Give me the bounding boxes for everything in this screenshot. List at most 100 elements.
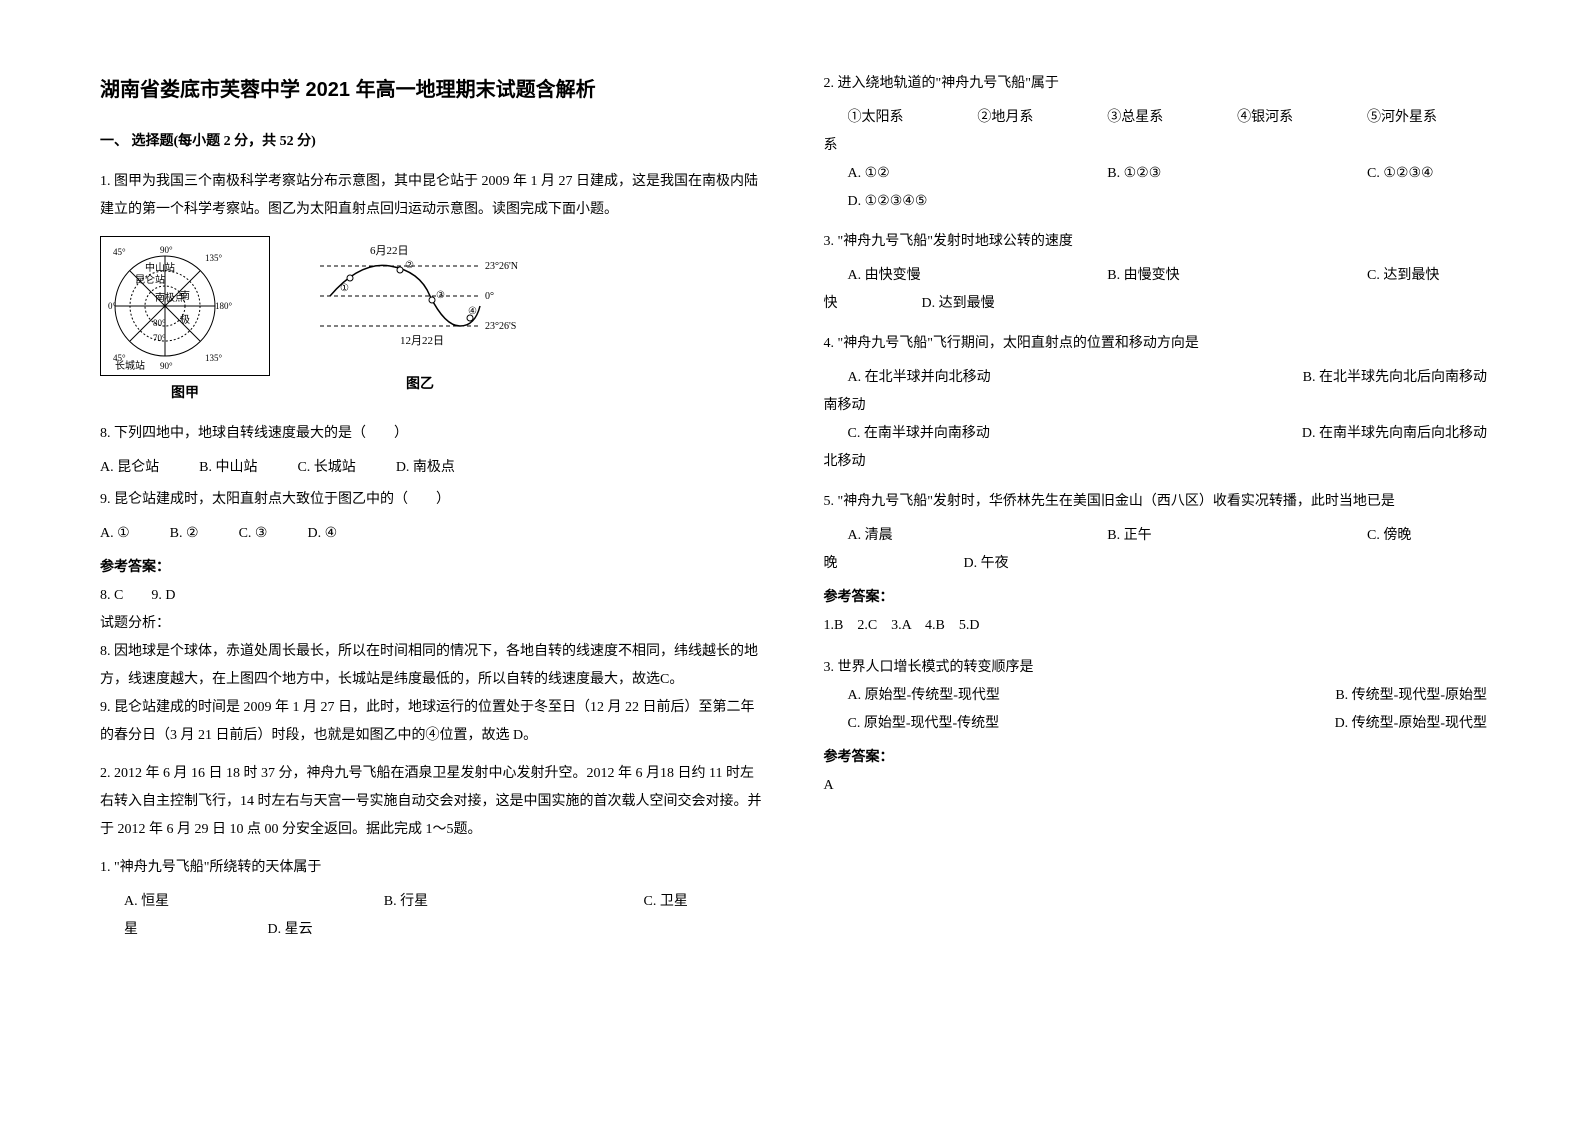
q1-sub8: 8. 下列四地中，地球自转线速度最大的是（ ） [100,420,764,448]
q2-s4: 4. "神舟九号飞船"飞行期间，太阳直射点的位置和移动方向是 [824,330,1488,358]
q2-s1-opts: A. 恒星 B. 行星 C. 卫星 星 D. 星云 [100,888,764,944]
left-column: 湖南省娄底市芙蓉中学 2021 年高一地理期末试题含解析 一、 选择题(每小题 … [100,70,764,1052]
opt: B. 中山站 [199,454,257,482]
q2-s3: 3. "神舟九号飞船"发射时地球公转的速度 [824,228,1488,256]
opt: A. 由快变慢 [848,262,968,290]
diagram-jia-label: 图甲 [100,380,270,408]
question-3: 3. 世界人口增长模式的转变顺序是 A. 原始型-传统型-现代型 B. 传统型-… [824,654,1488,800]
q1-analysis9: 9. 昆仑站建成的时间是 2009 年 1 月 27 日，此时，地球运行的位置处… [100,694,764,750]
svg-text:70°: 70° [153,333,166,343]
item: ②地月系 [977,104,1097,132]
item: ①太阳系 [848,104,968,132]
q2-s2-items: ①太阳系 ②地月系 ③总星系 ④银河系 ⑤河外星系 [848,104,1488,132]
q2-s4-cont2: 北移动 [824,448,1488,476]
section-header: 一、 选择题(每小题 2 分，共 52 分) [100,128,764,156]
svg-text:0°: 0° [108,301,117,311]
svg-text:80°: 80° [153,318,166,328]
svg-text:④: ④ [468,306,477,317]
diagram-jia-wrap: 中山站 昆仑站 南极点 南 极 长城站 45° 90° 135° 180° 0°… [100,236,270,408]
svg-text:②: ② [405,260,414,271]
opt: A. 在北半球并向北移动 [848,364,991,392]
svg-text:90°: 90° [160,245,173,255]
diagram-yi-label: 图乙 [310,371,530,399]
q1-sub9-opts: A. ① B. ② C. ③ D. ④ [100,520,764,548]
opt: D. 在南半球先向南后向北移动 [1302,420,1487,448]
opt: D. 星云 [268,922,313,937]
opt: A. 原始型-传统型-现代型 [848,682,1000,710]
svg-text:45°: 45° [113,353,126,363]
svg-text:23°26'S: 23°26'S [485,321,516,332]
q1-answers: 8. C 9. D [100,582,764,610]
opt: A. 昆仑站 [100,454,159,482]
diagram-yi: 6月22日 23°26'N 0° 23°26'S 12月22日 ① ② ③ [310,236,530,356]
svg-text:6月22日: 6月22日 [370,245,409,257]
opt: D. ④ [307,520,337,548]
opt: C. 原始型-现代型-传统型 [848,710,1000,738]
svg-text:45°: 45° [113,247,126,257]
analysis-label: 试题分析： [100,610,764,638]
q1-analysis8: 8. 因地球是个球体，赤道处周长最长，所以在时间相同的情况下，各地自转的线速度不… [100,638,764,694]
svg-text:180°: 180° [215,301,233,311]
q2-s5-opts: A. 清晨 B. 正午 C. 傍晚 [848,522,1488,550]
opt: B. 在北半球先向北后向南移动 [1303,364,1487,392]
svg-text:中山站: 中山站 [145,261,175,274]
svg-text:昆仑站: 昆仑站 [135,273,165,286]
q1-sub9: 9. 昆仑站建成时，太阳直射点大致位于图乙中的（ ） [100,486,764,514]
svg-text:0°: 0° [485,291,494,302]
opt: C. ③ [239,520,268,548]
opt: C. 卫星 [644,888,764,916]
q2-s3-opts: A. 由快变慢 B. 由慢变快 C. 达到最快 [848,262,1488,290]
q3-text: 3. 世界人口增长模式的转变顺序是 [824,654,1488,682]
svg-text:南: 南 [180,289,190,302]
opt: B. ② [170,520,199,548]
doc-title: 湖南省娄底市芙蓉中学 2021 年高一地理期末试题含解析 [100,70,764,110]
q3-opts-ab: A. 原始型-传统型-现代型 B. 传统型-现代型-原始型 [848,682,1488,710]
q2-s3-opt-cont: 快 D. 达到最慢 [824,290,1488,318]
svg-text:③: ③ [436,290,445,301]
q2-s5-cont: 晚 D. 午夜 [824,550,1488,578]
q2-answer-label: 参考答案： [824,584,1488,612]
opt: B. 行星 [384,888,504,916]
opt: C. 在南半球并向南移动 [848,420,990,448]
question-2-intro: 2. 2012 年 6 月 16 日 18 时 37 分，神舟九号飞船在酒泉卫星… [100,760,764,844]
opt: A. 恒星 [124,888,244,916]
q3-answer-label: 参考答案： [824,744,1488,772]
q3-answer: A [824,772,1488,800]
svg-text:①: ① [340,283,349,294]
svg-text:极: 极 [180,313,190,326]
item: ③总星系 [1107,104,1227,132]
q2-answers: 1.B 2.C 3.A 4.B 5.D [824,612,1488,640]
right-column: 2. 进入绕地轨道的"神舟九号飞船"属于 ①太阳系 ②地月系 ③总星系 ④银河系… [824,70,1488,1052]
opt: B. 传统型-现代型-原始型 [1335,682,1487,710]
item: ④银河系 [1237,104,1357,132]
opt: B. ①②③ [1107,160,1227,188]
svg-text:12月22日: 12月22日 [400,335,444,347]
answer-label: 参考答案： [100,554,764,582]
q2-s4-opts-cd: C. 在南半球并向南移动 D. 在南半球先向南后向北移动 [848,420,1488,448]
opt: A. 清晨 [848,522,968,550]
svg-text:135°: 135° [205,353,223,363]
question-1: 1. 图甲为我国三个南极科学考察站分布示意图，其中昆仑站于 2009 年 1 月… [100,168,764,750]
opt-cont: 星 [124,922,264,937]
q2-s2-opt-d: D. ①②③④⑤ [848,188,1488,216]
opt: B. 正午 [1107,522,1227,550]
diagram-jia: 中山站 昆仑站 南极点 南 极 长城站 45° 90° 135° 180° 0°… [100,236,270,376]
opt: D. 午夜 [964,556,1009,571]
opt: D. 达到最慢 [922,296,995,311]
q2-s1: 1. "神舟九号飞船"所绕转的天体属于 [100,854,764,882]
q3-opts-cd: C. 原始型-现代型-传统型 D. 传统型-原始型-现代型 [848,710,1488,738]
svg-text:135°: 135° [205,253,223,263]
opt: C. 长城站 [297,454,355,482]
opt: C. 达到最快 [1367,262,1487,290]
opt: D. 南极点 [396,454,455,482]
diagram-container: 中山站 昆仑站 南极点 南 极 长城站 45° 90° 135° 180° 0°… [100,236,764,408]
opt: C. ①②③④ [1367,160,1487,188]
q2-s2-items-cont: 系 [824,132,1488,160]
diagram-yi-wrap: 6月22日 23°26'N 0° 23°26'S 12月22日 ① ② ③ [310,236,530,399]
q2-s4-cont1: 南移动 [824,392,1488,420]
q1-intro: 1. 图甲为我国三个南极科学考察站分布示意图，其中昆仑站于 2009 年 1 月… [100,168,764,224]
opt: A. ①② [848,160,968,188]
item: ⑤河外星系 [1367,104,1487,132]
q2-intro: 2. 2012 年 6 月 16 日 18 时 37 分，神舟九号飞船在酒泉卫星… [100,760,764,844]
svg-text:90°: 90° [160,361,173,371]
